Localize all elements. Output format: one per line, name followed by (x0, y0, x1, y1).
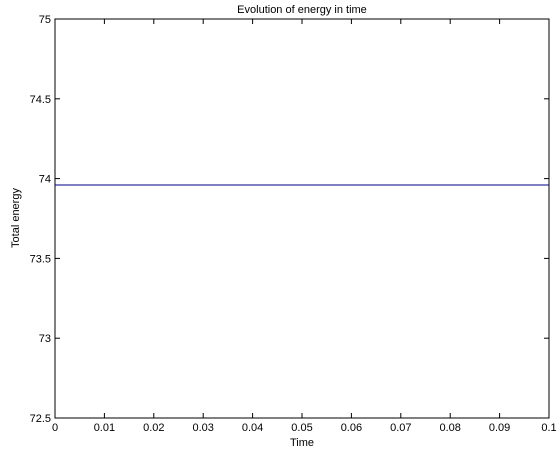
x-tick-label: 0.09 (489, 422, 510, 434)
y-tick-label: 75 (39, 14, 51, 26)
y-tick-label: 74.5 (30, 94, 51, 106)
plot-frame (54, 18, 550, 419)
x-tick-label: 0.02 (143, 422, 164, 434)
chart-title: Evolution of energy in time (237, 4, 367, 16)
y-tick-label: 73.5 (30, 253, 51, 265)
x-tick-label: 0.06 (341, 422, 362, 434)
x-axis-ticks: 0 0.01 0.02 0.03 0.04 0.05 0.06 0.07 0.08 0.09 0.1 (52, 19, 557, 434)
y-tick-label: 74 (39, 174, 51, 186)
y-tick-label: 73 (39, 333, 51, 345)
x-tick-label: 0.05 (291, 422, 312, 434)
x-tick-label: 0.07 (390, 422, 411, 434)
y-axis-ticks: 72.5 73 73.5 74 74.5 75 (30, 14, 549, 425)
x-tick-label: 0.1 (541, 422, 556, 434)
x-tick-label: 0.01 (94, 422, 115, 434)
x-tick-label: 0.03 (192, 422, 213, 434)
x-tick-label: 0.04 (242, 422, 263, 434)
x-axis-label: Time (290, 437, 314, 449)
x-tick-label: 0 (52, 422, 58, 434)
y-tick-label: 72.5 (30, 413, 51, 425)
x-tick-label: 0.08 (439, 422, 460, 434)
y-axis-label: Total energy (10, 188, 22, 248)
